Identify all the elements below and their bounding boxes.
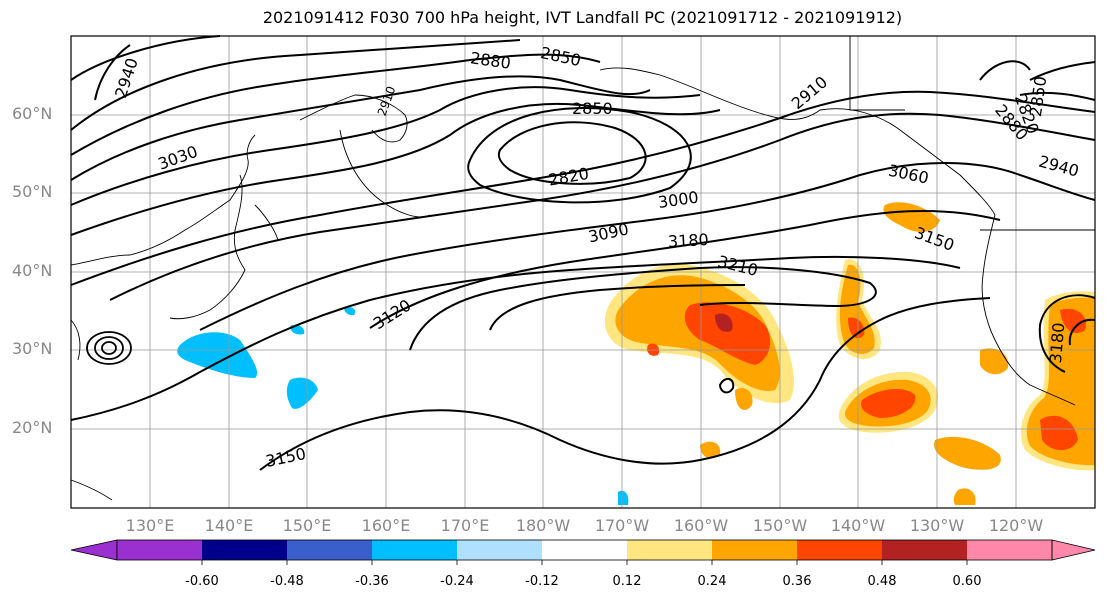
lat-label-60n: 60°N bbox=[12, 104, 53, 123]
colorbar-tick-label: -0.48 bbox=[270, 574, 304, 589]
colorbar-extend-low bbox=[70, 539, 118, 561]
lon-label-140w: 140°W bbox=[830, 516, 886, 535]
contour-label: 3180 bbox=[667, 230, 709, 251]
colorbar-tick-label: -0.60 bbox=[185, 574, 219, 589]
colorbar-tick-label: 0.24 bbox=[697, 574, 727, 589]
lon-label-160w: 160°W bbox=[673, 516, 729, 535]
lat-label-30n: 30°N bbox=[12, 339, 53, 358]
ivt-positive-shading bbox=[604, 202, 1095, 505]
lon-label-160e: 160°E bbox=[361, 516, 411, 535]
colorbar-tick-label: 0.12 bbox=[612, 574, 642, 589]
contour-label: 2850 bbox=[572, 99, 613, 118]
lon-label-130w: 130°W bbox=[909, 516, 965, 535]
lon-label-130e: 130°E bbox=[125, 516, 175, 535]
colorbar bbox=[70, 539, 1096, 565]
colorbar-tick-label: -0.36 bbox=[355, 574, 389, 589]
colorbar-tick-label: 0.48 bbox=[867, 574, 897, 589]
colorbar-tick-label: -0.24 bbox=[440, 574, 474, 589]
colorbar-extend-high bbox=[1051, 539, 1096, 561]
lat-label-40n: 40°N bbox=[12, 261, 53, 280]
lon-label-150w: 150°W bbox=[752, 516, 808, 535]
lon-label-170e: 170°E bbox=[440, 516, 490, 535]
lon-label-120w: 120°W bbox=[988, 516, 1044, 535]
coastlines bbox=[70, 36, 1095, 501]
contour-label-group: 2940 2880 2850 2850 2910 2850 2820 3030 … bbox=[111, 43, 1081, 471]
height-contours bbox=[70, 35, 1096, 471]
colorbar-tick-label: 0.60 bbox=[952, 574, 982, 589]
colorbar-tick-label: 0.36 bbox=[782, 574, 812, 589]
lon-label-180w: 180°W bbox=[515, 516, 571, 535]
low-center-contours bbox=[86, 331, 132, 365]
lon-label-150e: 150°E bbox=[282, 516, 332, 535]
map-frame bbox=[70, 35, 1096, 509]
ivt-negative-shading bbox=[177, 307, 629, 505]
lat-label-50n: 50°N bbox=[12, 182, 53, 201]
contour-label: 3180 bbox=[1046, 322, 1068, 364]
map-title: 2021091412 F030 700 hPa height, IVT Land… bbox=[262, 8, 903, 27]
lon-label-170w: 170°W bbox=[594, 516, 650, 535]
lat-label-20n: 20°N bbox=[12, 418, 53, 437]
colorbar-tick-label: -0.12 bbox=[525, 574, 559, 589]
lon-label-140e: 140°E bbox=[204, 516, 254, 535]
